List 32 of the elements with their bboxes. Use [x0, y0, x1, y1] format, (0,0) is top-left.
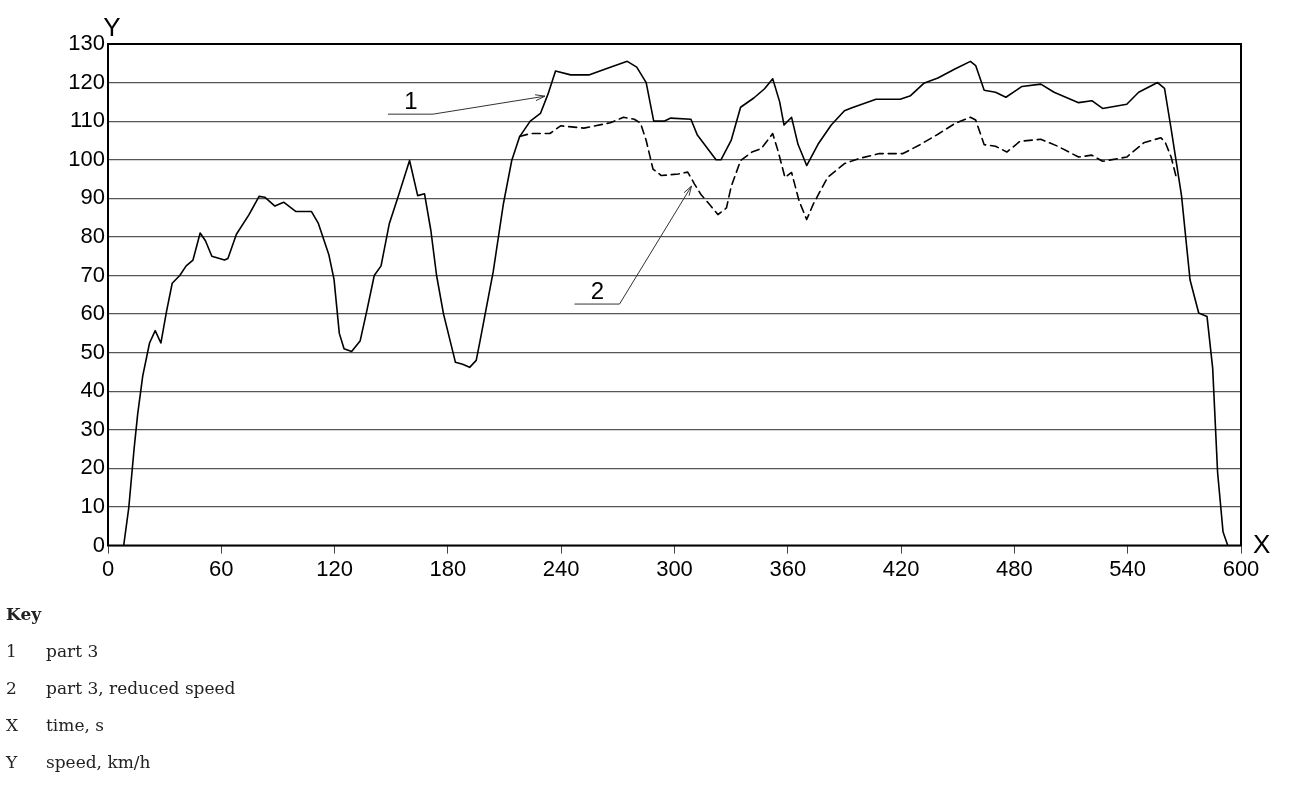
x-tick-label: 360 [769, 555, 807, 581]
y-tick-label: 70 [80, 261, 105, 287]
x-tick-label: 540 [1109, 555, 1147, 581]
annotation: 1 [404, 87, 418, 115]
text: X time, s [6, 715, 104, 735]
x-tick-label: 420 [882, 555, 920, 581]
y-tick-label: 130 [68, 30, 105, 56]
line-series [518, 116, 1178, 221]
y-tick-label: 0 [92, 531, 105, 557]
y-tick-label: 90 [80, 184, 105, 210]
text: 2 part 3, reduced speed [6, 678, 236, 698]
y-tick-label: 30 [80, 415, 105, 441]
y-tick-label: 40 [80, 377, 105, 403]
x-tick-label: 480 [996, 555, 1033, 581]
y-axis-title: Y [103, 12, 121, 43]
text: Y speed, km/h [6, 752, 151, 772]
x-tick-label: 180 [429, 555, 467, 581]
y-tick-label: 110 [69, 107, 105, 133]
x-tick-label: 240 [542, 555, 580, 581]
y-tick-label: 60 [80, 300, 105, 326]
y-tick-label: 120 [68, 68, 105, 94]
y-tick-label: 50 [80, 338, 105, 364]
y-tick-label: 20 [80, 454, 105, 480]
annotation: 2 [590, 277, 605, 305]
x-tick-label: 300 [656, 555, 693, 581]
y-tick-label: 80 [80, 222, 105, 248]
text: 1 part 3 [6, 641, 99, 661]
x-tick-label: 60 [209, 555, 234, 581]
y-tick-label: 10 [80, 493, 105, 519]
y-tick-label: 100 [68, 145, 105, 171]
x-tick-label: 120 [316, 555, 353, 581]
text: Key [6, 603, 43, 626]
